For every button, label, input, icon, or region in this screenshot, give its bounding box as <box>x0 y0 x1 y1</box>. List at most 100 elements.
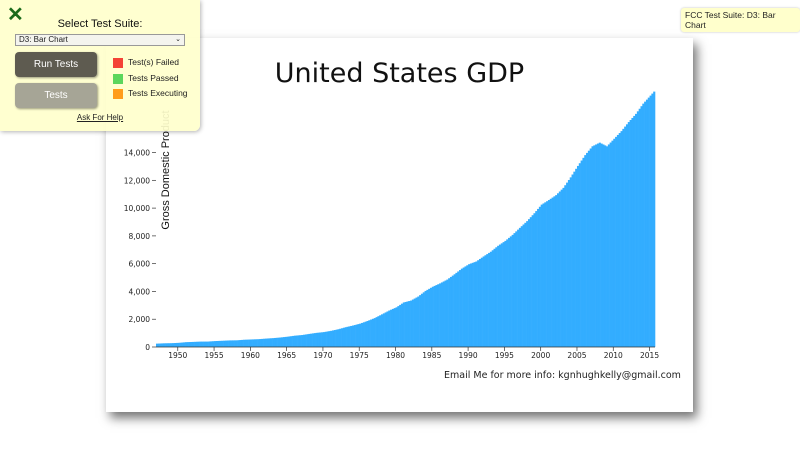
bar <box>270 338 273 347</box>
bar <box>163 343 166 347</box>
bar <box>310 333 313 347</box>
bar <box>384 312 387 347</box>
bar <box>361 322 364 347</box>
bar <box>466 265 469 347</box>
x-tick-label: 1975 <box>350 351 369 360</box>
bar <box>582 157 585 347</box>
legend-failed: Test(s) Failed <box>113 57 179 68</box>
bar <box>203 341 206 347</box>
bar <box>261 338 264 347</box>
bar <box>429 287 433 347</box>
bar <box>609 142 612 347</box>
bar <box>482 256 485 347</box>
bar <box>538 206 541 347</box>
bar <box>391 308 395 347</box>
bar <box>297 335 300 347</box>
bar <box>192 341 195 347</box>
bar <box>417 296 420 347</box>
tests-button[interactable]: Tests <box>15 83 97 108</box>
test-suite-select[interactable]: D3: Bar Chart ⌄ <box>15 34 185 46</box>
chevron-down-icon: ⌄ <box>175 36 181 43</box>
bar <box>402 302 405 347</box>
bar <box>406 301 409 347</box>
bar <box>232 340 235 347</box>
bar <box>366 320 369 347</box>
bar <box>535 211 538 347</box>
bar <box>165 343 168 347</box>
bar <box>350 325 353 347</box>
bar <box>428 288 431 347</box>
bar <box>455 272 458 347</box>
bar <box>448 278 451 347</box>
bar <box>587 150 590 347</box>
bar <box>627 122 630 348</box>
bar <box>190 341 193 347</box>
bar <box>166 343 170 347</box>
bar <box>179 342 182 347</box>
bar <box>301 335 304 347</box>
bar <box>279 337 282 347</box>
bar <box>326 331 329 347</box>
bar <box>593 145 596 347</box>
bar <box>636 111 639 347</box>
bar <box>649 95 652 347</box>
bar <box>390 309 393 347</box>
bar <box>199 341 202 347</box>
bar <box>477 260 480 347</box>
bar <box>324 331 327 347</box>
close-icon[interactable]: ✕ <box>7 4 24 26</box>
bar <box>157 343 160 347</box>
y-tick-label: 12,000 <box>124 176 150 185</box>
bar <box>419 295 422 347</box>
bar <box>440 282 443 347</box>
bar <box>386 311 389 347</box>
fcc-suite-badge[interactable]: FCC Test Suite: D3: Bar Chart <box>681 8 800 32</box>
run-tests-button[interactable]: Run Tests <box>15 52 97 77</box>
bar <box>156 343 159 347</box>
bar <box>195 341 199 347</box>
bar <box>431 286 434 347</box>
bar <box>433 285 436 347</box>
bar <box>370 319 373 347</box>
bar <box>408 301 411 347</box>
bar <box>442 281 445 347</box>
bar <box>168 343 171 347</box>
bar <box>410 300 413 347</box>
bar <box>444 280 447 347</box>
bar <box>502 242 505 347</box>
bar <box>437 284 440 347</box>
bar <box>342 327 346 347</box>
bar <box>642 103 645 347</box>
bar <box>560 189 563 347</box>
bar <box>355 324 358 347</box>
x-tick-label: 1950 <box>168 351 187 360</box>
bar <box>615 136 618 347</box>
bar <box>375 317 378 347</box>
bar <box>253 339 257 347</box>
bar <box>244 339 248 347</box>
bar <box>172 343 175 347</box>
bar <box>379 315 382 347</box>
bar <box>174 343 177 347</box>
bar <box>288 336 291 347</box>
bar <box>250 339 253 347</box>
bar <box>393 308 396 347</box>
bar <box>606 146 609 347</box>
ask-for-help-link[interactable]: Ask For Help <box>76 113 124 122</box>
bar <box>611 140 614 347</box>
bar <box>644 101 647 347</box>
bar <box>473 262 476 347</box>
legend-passed: Tests Passed <box>113 73 179 84</box>
bar <box>591 146 594 347</box>
bar <box>404 301 407 347</box>
bar <box>214 341 217 347</box>
bar <box>602 144 605 347</box>
bar <box>509 236 512 347</box>
x-tick-label: 1970 <box>313 351 332 360</box>
bar <box>362 322 365 347</box>
bar <box>557 193 560 347</box>
bar <box>653 91 656 347</box>
bar <box>194 341 197 347</box>
bar <box>520 226 523 347</box>
